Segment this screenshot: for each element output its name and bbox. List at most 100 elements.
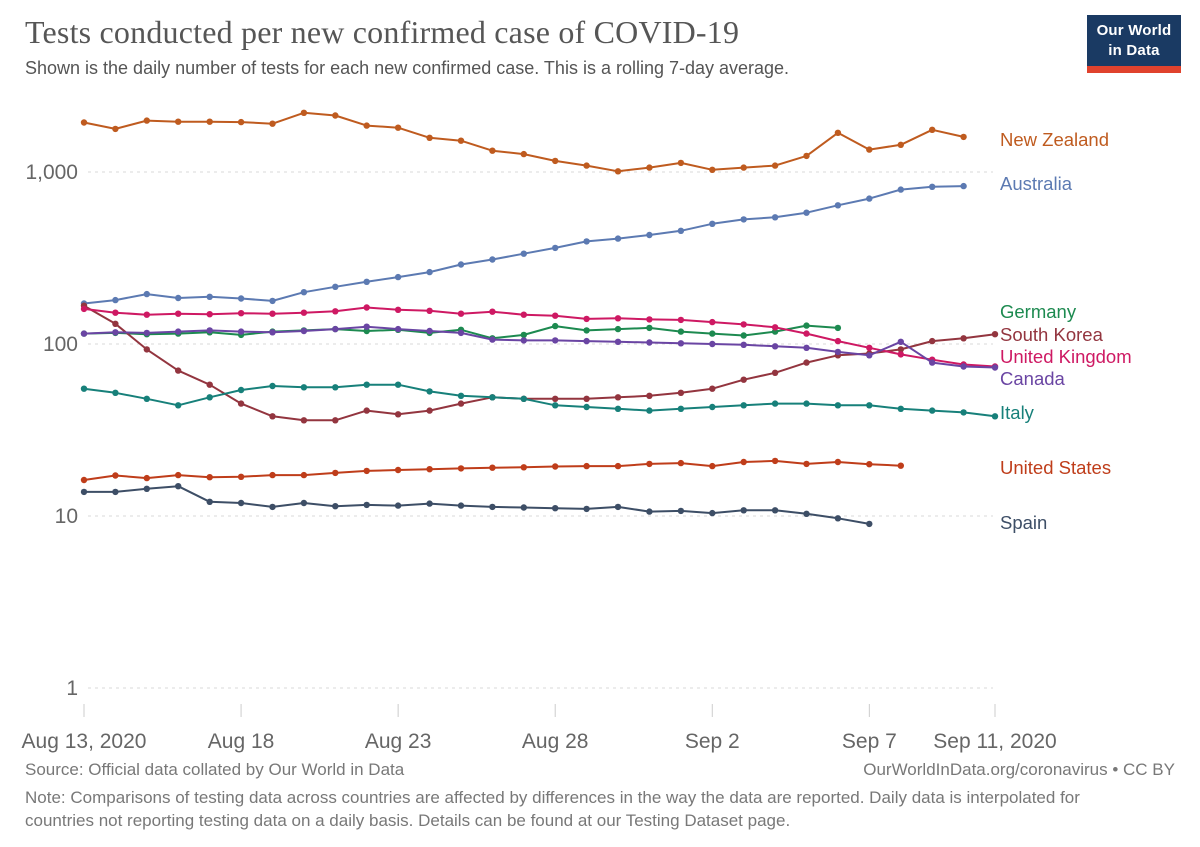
series-point-germany <box>709 330 716 337</box>
series-point-canada <box>394 325 402 333</box>
series-point-united-states <box>614 462 622 470</box>
x-axis-label-sep-7: Sep 7 <box>842 730 897 753</box>
series-point-australia <box>394 273 402 281</box>
series-point-australia <box>771 214 779 221</box>
series-point-new-zealand <box>332 112 339 119</box>
series-point-spain <box>175 483 182 490</box>
series-point-united-states <box>489 464 496 471</box>
series-point-united-states <box>80 476 88 484</box>
legend-label-south-korea[interactable]: South Korea <box>1000 324 1104 345</box>
series-point-united-states <box>834 458 842 466</box>
legend-label-spain[interactable]: Spain <box>1000 512 1047 533</box>
series-point-canada <box>866 352 873 359</box>
series-point-canada <box>960 363 967 370</box>
legend-label-new-zealand[interactable]: New Zealand <box>1000 129 1109 150</box>
series-point-united-kingdom <box>175 310 182 317</box>
series-point-australia <box>709 220 716 227</box>
chart-subtitle: Shown is the daily number of tests for e… <box>25 58 790 78</box>
note-line2: countries not reporting testing data on … <box>25 811 791 830</box>
legend-label-germany[interactable]: Germany <box>1000 301 1077 322</box>
owid-logo[interactable]: Our World in Data <box>1087 15 1181 73</box>
series-point-united-states <box>269 471 276 479</box>
series-point-new-zealand <box>677 159 685 167</box>
series-point-united-states <box>646 460 653 468</box>
series-point-italy <box>300 384 308 391</box>
series-point-spain <box>300 499 308 507</box>
legend-label-canada[interactable]: Canada <box>1000 368 1066 389</box>
series-point-south-korea <box>646 392 653 399</box>
series-point-united-kingdom <box>426 307 433 314</box>
series-point-united-states <box>300 471 308 479</box>
series-point-canada <box>520 337 527 344</box>
note-line1: Note: Comparisons of testing data across… <box>25 788 1080 807</box>
legend-label-italy[interactable]: Italy <box>1000 402 1035 423</box>
series-point-italy <box>332 384 339 391</box>
series-point-spain <box>552 505 559 512</box>
series-line-new-zealand <box>83 111 964 173</box>
series-point-united-states <box>677 459 685 467</box>
series-point-italy <box>771 400 779 407</box>
chart-title: Tests conducted per new confirmed case o… <box>25 14 740 50</box>
series-point-united-states <box>394 466 402 474</box>
series-point-italy <box>897 405 904 412</box>
series-point-united-kingdom <box>269 310 276 317</box>
series-point-south-korea <box>175 367 182 374</box>
series-point-new-zealand <box>709 166 716 173</box>
series-point-italy <box>457 392 465 399</box>
series-point-spain <box>771 507 779 514</box>
series-point-australia <box>112 296 119 304</box>
series-point-germany <box>552 322 559 330</box>
legend-label-australia[interactable]: Australia <box>1000 173 1073 194</box>
series-point-south-korea <box>960 335 967 342</box>
series-point-united-kingdom <box>489 308 496 315</box>
series-point-italy <box>960 409 967 416</box>
series-point-australia <box>929 183 936 190</box>
y-axis-label-1-000: 1,000 <box>25 161 78 184</box>
series-line-australia <box>83 185 964 305</box>
series-point-italy <box>646 407 653 414</box>
series-point-united-kingdom <box>740 321 747 328</box>
series-point-canada <box>457 329 465 337</box>
series-point-germany <box>834 324 842 332</box>
series-point-australia <box>237 295 245 302</box>
series-point-united-kingdom <box>709 318 716 326</box>
series-point-new-zealand <box>175 118 182 125</box>
series-point-australia <box>489 256 496 263</box>
series-point-australia <box>269 297 276 305</box>
owid-logo-line2: in Data <box>1108 41 1160 59</box>
series-point-spain <box>269 503 276 511</box>
series-point-germany <box>614 325 622 333</box>
series-point-australia <box>646 231 653 239</box>
series-point-canada <box>991 364 999 371</box>
series-point-australia <box>583 238 590 245</box>
series-point-united-kingdom <box>771 324 779 331</box>
series-point-australia <box>803 209 810 216</box>
source-text: Source: Official data collated by Our Wo… <box>25 760 405 779</box>
series-point-south-korea <box>991 331 999 338</box>
series-point-new-zealand <box>426 134 433 141</box>
series-point-new-zealand <box>771 162 779 169</box>
series-point-italy <box>929 407 936 414</box>
series-point-united-states <box>175 471 182 479</box>
series-point-australia <box>426 268 433 276</box>
series-point-united-kingdom <box>332 308 339 315</box>
series-point-italy <box>426 388 433 395</box>
series-point-spain <box>143 485 150 492</box>
series-point-canada <box>143 329 150 337</box>
legend-label-united-states[interactable]: United States <box>1000 457 1111 478</box>
series-point-italy <box>614 405 622 412</box>
series-point-spain <box>394 502 402 509</box>
legend-label-united-kingdom[interactable]: United Kingdom <box>1000 346 1132 367</box>
series-point-united-kingdom <box>300 309 308 316</box>
series-point-united-states <box>897 462 904 469</box>
series-point-new-zealand <box>552 157 559 165</box>
series-point-new-zealand <box>520 150 527 158</box>
series-point-australia <box>866 195 873 202</box>
series-point-canada <box>300 327 308 335</box>
series-point-south-korea <box>332 417 339 424</box>
series-point-united-states <box>552 463 559 470</box>
series-point-canada <box>803 344 810 351</box>
series-point-united-states <box>237 473 245 480</box>
series-point-canada <box>489 336 496 343</box>
series-point-canada <box>80 330 88 337</box>
